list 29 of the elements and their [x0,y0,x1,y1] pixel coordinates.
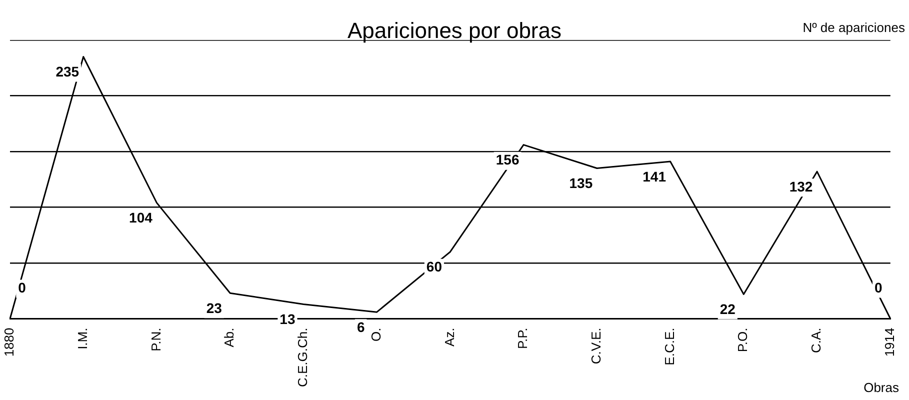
data-label: 0 [874,280,882,296]
x-tick-label: P.N. [148,328,164,352]
x-tick-label: Ab. [222,328,237,348]
x-tick-label: P.P. [515,328,530,349]
y-axis-title: Nº de apariciones [802,20,905,35]
x-tick-label: C.A. [808,328,824,354]
x-tick-label: O. [368,328,384,342]
x-tick-label: 1880 [2,328,17,357]
x-axis-title: Obras [864,380,899,395]
chart-title: Apariciones por obras [347,18,562,43]
data-label: 132 [789,178,813,194]
data-label: 23 [206,300,222,316]
data-label: 141 [642,168,666,184]
data-label: 60 [426,258,442,275]
x-tick-label: C.E.G.Ch. [295,328,310,388]
data-label: 156 [496,152,520,168]
x-tick-label: C.V.E. [588,328,604,364]
data-label: 104 [129,210,153,226]
x-tick-label: Az. [442,328,457,347]
x-tick-label: E.C.E. [662,328,677,366]
data-label: 22 [720,301,736,318]
x-tick-label: 1914 [882,328,897,357]
data-label: 13 [280,311,296,328]
data-label: 0 [18,280,26,296]
x-tick-label: P.O. [735,328,750,352]
data-label: 135 [569,175,593,192]
data-label: 235 [56,64,80,80]
x-tick-label: I.M. [74,328,90,350]
data-label: 6 [356,318,365,335]
